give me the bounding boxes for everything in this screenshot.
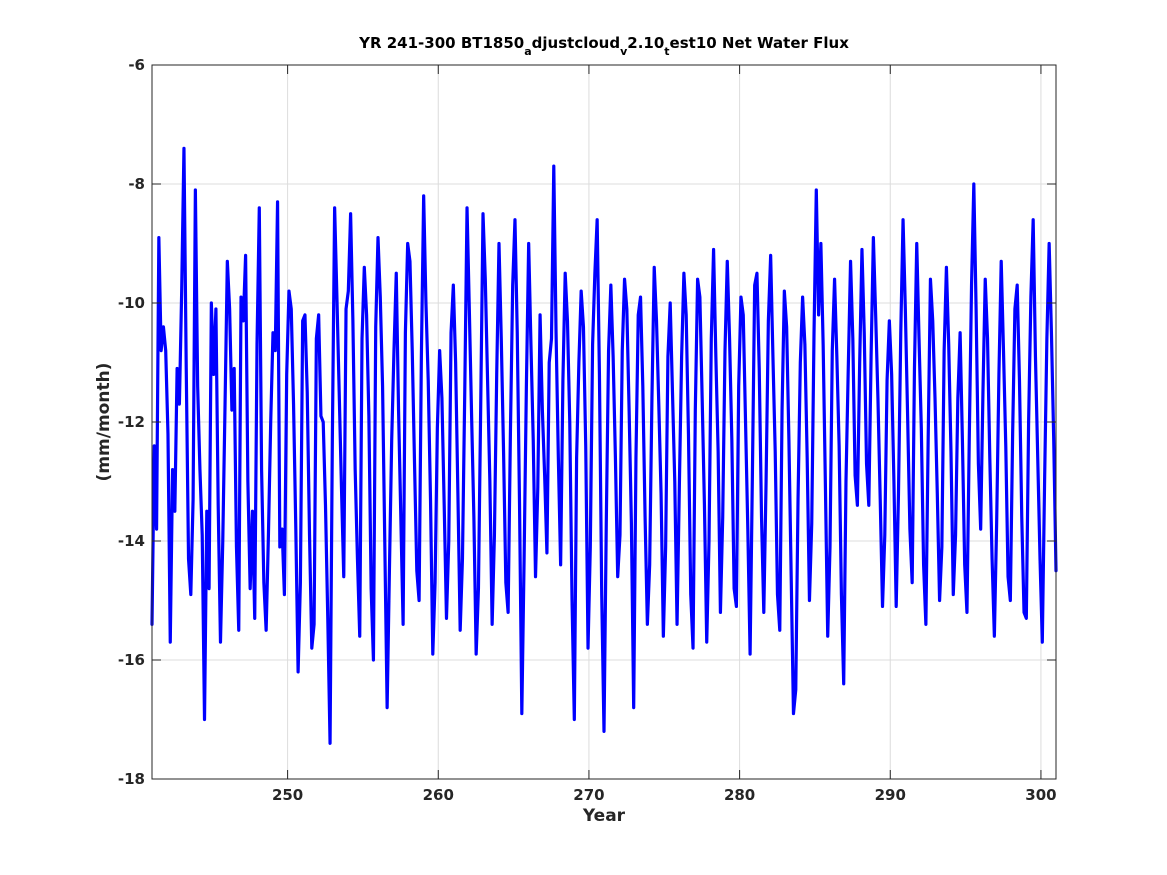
x-tick-label: 260 <box>423 786 454 804</box>
title-sub-2: v <box>620 45 628 58</box>
y-tick-label: -6 <box>128 56 145 74</box>
x-tick-label: 300 <box>1025 786 1056 804</box>
title-sub-1: a <box>524 45 531 58</box>
y-axis-label: (mm/month) <box>94 363 114 482</box>
chart-title: YR 241-300 BT1850adjustcloudv2.10test10 … <box>358 34 849 58</box>
data-series <box>150 146 1058 745</box>
x-axis-label: Year <box>582 806 626 826</box>
axis-ticks: 250 260 270 280 290 300 -18 -16 -14 -12 -10 -8 -6 <box>118 56 1057 804</box>
y-tick-label: -14 <box>118 532 145 550</box>
title-part-4: est10 Net Water Flux <box>670 34 850 52</box>
y-tick-label: -8 <box>128 175 145 193</box>
y-tick-label: -12 <box>118 413 145 431</box>
y-tick-label: -10 <box>118 294 145 312</box>
y-tick-label: -16 <box>118 651 145 669</box>
x-tick-label: 250 <box>272 786 303 804</box>
title-part-1: YR 241-300 BT1850 <box>358 34 524 52</box>
x-tick-label: 280 <box>724 786 755 804</box>
x-tick-label: 290 <box>875 786 906 804</box>
series-line-1 <box>150 146 1058 745</box>
title-part-2: djustcloud <box>532 34 620 52</box>
title-part-3: 2.10 <box>627 34 664 52</box>
x-tick-label: 270 <box>573 786 604 804</box>
y-tick-label: -18 <box>118 770 145 788</box>
title-sub-3: t <box>664 45 669 58</box>
